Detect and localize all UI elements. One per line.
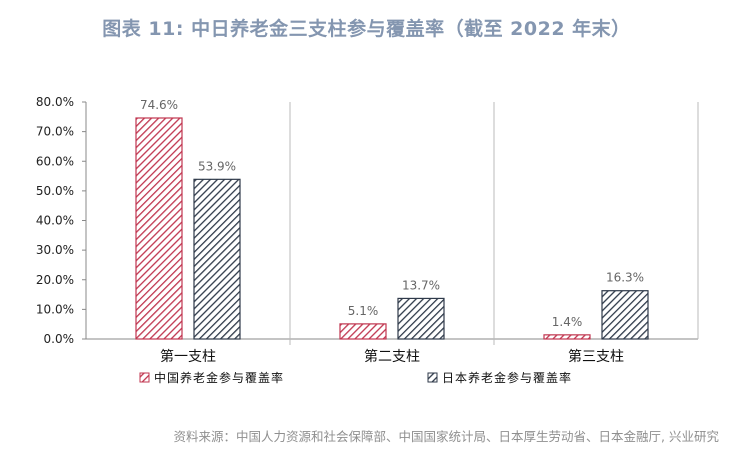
bar-china (339, 323, 387, 340)
bar-japan (193, 178, 241, 340)
data-labels: 74.6% 53.9% 5.1% 13.7% 1.4% 16.3% (140, 98, 644, 329)
legend-swatch-china (139, 372, 150, 383)
legend-label: 日本养老金参与覆盖率 (442, 370, 572, 385)
y-tick-label: 10.0% (36, 302, 74, 316)
y-tick-label: 60.0% (36, 154, 74, 168)
bar-china (135, 117, 183, 340)
legend: 中国养老金参与覆盖率 日本养老金参与覆盖率 (139, 370, 572, 385)
bar-value-label: 5.1% (348, 304, 379, 318)
y-tick-label: 80.0% (36, 95, 74, 109)
bars (135, 117, 649, 340)
bar-value-label: 16.3% (606, 271, 644, 285)
chart-title: 图表 11: 中日养老金三支柱参与覆盖率（截至 2022 年末） (102, 18, 631, 40)
y-tick-label: 20.0% (36, 273, 74, 287)
bar-value-label: 13.7% (402, 278, 440, 292)
x-category-label: 第二支柱 (364, 348, 420, 365)
y-tick-label: 40.0% (36, 214, 74, 228)
bar-japan (397, 297, 445, 340)
source-note: 资料来源：中国人力资源和社会保障部、中国国家统计局、日本厚生劳动省、日本金融厅,… (173, 429, 719, 444)
y-tick-label: 30.0% (36, 243, 74, 257)
y-tick-label: 70.0% (36, 125, 74, 139)
bar-value-label: 53.9% (198, 159, 236, 173)
y-tick-label: 0.0% (44, 332, 75, 346)
legend-swatch-japan (427, 372, 438, 383)
x-category-label: 第三支柱 (568, 348, 624, 365)
axes: 0.0% 10.0% 20.0% 30.0% 40.0% 50.0% 60.0% 70.0% 8… (36, 95, 699, 365)
legend-label: 中国养老金参与覆盖率 (154, 370, 284, 385)
bar-value-label: 74.6% (140, 98, 178, 112)
y-tick-label: 50.0% (36, 184, 74, 198)
bar-china (543, 334, 591, 340)
bar-value-label: 1.4% (552, 315, 583, 329)
x-category-label: 第一支柱 (160, 348, 216, 365)
bar-japan (601, 290, 649, 340)
